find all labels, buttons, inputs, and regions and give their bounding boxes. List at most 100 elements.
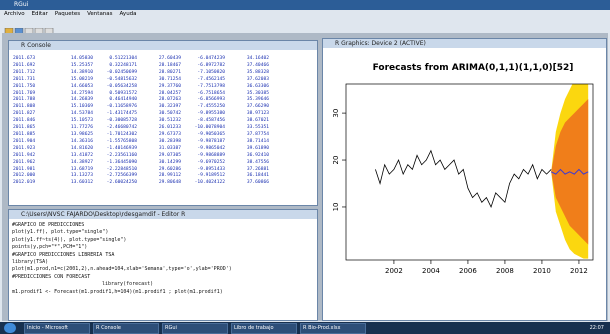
menu-item[interactable]: Paquetes — [55, 11, 80, 17]
console-cell: 14.05830 — [49, 56, 93, 63]
console-cell: 27.60439 — [137, 56, 181, 63]
window-title: C:\Users\NVSC FAJARDO\Desktop\rdesgamdif… — [9, 210, 317, 219]
console-cell: -2.46680742 — [93, 125, 137, 132]
console-cell: 14.38927 — [49, 160, 93, 167]
console-cell: 2011.673 — [13, 56, 49, 63]
console-cell: -9.6970252 — [181, 160, 225, 167]
console-cell: -10.0078904 — [181, 125, 225, 132]
code-line: plot(m1.prod,n1=c(2001,2),n.ahead=104,xl… — [12, 266, 317, 273]
console-cell: 2011.692 — [13, 63, 49, 70]
console-cell: 29.67373 — [137, 132, 181, 139]
code-line: m1.prodif1 <- Forecast(m1.prodif1,h=104)… — [12, 289, 317, 296]
title-bar: RGui — [0, 0, 610, 10]
y-tick-label: 30 — [332, 109, 340, 118]
taskbar-item[interactable]: Inicio - Microsoft — [24, 323, 90, 334]
x-tick-label: 2002 — [385, 267, 403, 275]
x-tick-label: 2012 — [570, 267, 588, 275]
code-line: library(forecast) — [12, 281, 317, 288]
graphics-window: R Graphics: Device 2 (ACTIVE) Forecasts … — [322, 38, 607, 321]
console-cell: 2011.962 — [13, 160, 49, 167]
console-cell: -1.36445090 — [93, 160, 137, 167]
code-line: #PREDICCIONES CON FORECAST — [12, 274, 317, 281]
console-cell: 26.01233 — [137, 125, 181, 132]
taskbar-item[interactable]: RGui — [162, 323, 228, 334]
console-cell: 2011.731 — [13, 77, 49, 84]
console-cell: 2012.019 — [13, 180, 49, 187]
console-cell: 39.61890 — [225, 146, 269, 153]
console-cell: -9.9868889 — [181, 153, 225, 160]
code-line: plot(y1.ff), plot.type="single") — [12, 229, 317, 236]
console-cell: 14.36316 — [49, 139, 93, 146]
console-cell: 14.38910 — [49, 70, 93, 77]
menu-bar: Archivo Editar Paquetes Ventanas Ayuda — [4, 11, 144, 17]
taskbar-item[interactable]: R Bio-Prod.xlsx — [300, 323, 366, 334]
plot-area — [375, 64, 588, 259]
console-cell: 29.80648 — [137, 180, 181, 187]
console-cell: 29.37760 — [137, 84, 181, 91]
console-cell: 37.62083 — [225, 77, 269, 84]
console-row: 2011.69215.253570.3224817128.18467-6.897… — [13, 63, 317, 70]
history-line — [375, 151, 551, 207]
menu-item[interactable]: Archivo — [4, 11, 25, 17]
code-line: #GRAFICO PREDICCIONES LIBRERIA TSA — [12, 252, 317, 259]
console-cell: 35.88328 — [225, 70, 269, 77]
console-cell: 15.08219 — [49, 77, 93, 84]
console-cell: 2011.885 — [13, 132, 49, 139]
console-cell: -7.1050820 — [181, 70, 225, 77]
console-cell: 13.41872 — [49, 153, 93, 160]
console-cell: 11.77276 — [49, 125, 93, 132]
console-cell: 37.60866 — [225, 180, 269, 187]
console-cell: 2011.942 — [13, 153, 49, 160]
x-tick-label: 2010 — [533, 267, 551, 275]
console-cell: 28.18467 — [137, 63, 181, 70]
console-cell: 14.66053 — [49, 84, 93, 91]
console-cell: 30.14299 — [137, 160, 181, 167]
clock: 22:07 — [590, 325, 604, 331]
console-cell: 31.03387 — [137, 146, 181, 153]
console-cell: 33.55351 — [225, 125, 269, 132]
console-cell: -2.60024250 — [93, 180, 137, 187]
console-cell: 34.16402 — [225, 56, 269, 63]
console-cell: 36.63306 — [225, 84, 269, 91]
console-cell: 37.87754 — [225, 132, 269, 139]
console-cell: 36.92410 — [225, 153, 269, 160]
console-cell: -2.23561160 — [93, 153, 137, 160]
console-cell: 2011.923 — [13, 146, 49, 153]
taskbar-item[interactable]: Libro de trabajo — [231, 323, 297, 334]
console-cell: 29.07305 — [137, 153, 181, 160]
toolbar — [4, 22, 84, 31]
menu-item[interactable]: Ayuda — [120, 11, 137, 17]
x-tick-label: 2006 — [459, 267, 477, 275]
console-cell: 15.25357 — [49, 63, 93, 70]
console-cell: -0.02450699 — [93, 70, 137, 77]
taskbar-item[interactable]: R Console — [93, 323, 159, 334]
console-cell: 30.28398 — [137, 139, 181, 146]
console-cell: -0.05634258 — [93, 84, 137, 91]
console-cell: 2011.865 — [13, 125, 49, 132]
code-line: library(TSA) — [12, 259, 317, 266]
start-button[interactable] — [4, 323, 16, 333]
console-row: 2012.01913.60312-2.6002425029.80648-10.4… — [13, 180, 317, 187]
console-cell: -9.9865042 — [181, 146, 225, 153]
console-cell: 13.60312 — [49, 180, 93, 187]
console-cell: 0.51221304 — [93, 56, 137, 63]
code-line: #GRAFICO DE PREDICCIONES — [12, 222, 317, 229]
window-title: R Graphics: Device 2 (ACTIVE) — [323, 39, 606, 48]
menu-item[interactable]: Ventanas — [87, 11, 112, 17]
console-cell: 0.32248171 — [93, 63, 137, 70]
console-cell: -1.55765808 — [93, 139, 137, 146]
chart-title: Forecasts from ARIMA(0,1,1)(1,1,0)[52] — [373, 63, 574, 73]
code-line: points(y,pch="*",PCH="1") — [12, 244, 317, 251]
rgui-window: RGui ArchivoEditarPaquetesVentanasAyuda … — [0, 0, 610, 322]
console-row: 2011.94213.41872-2.2356116029.07305-9.98… — [13, 153, 317, 160]
menu-item[interactable]: Editar — [32, 11, 48, 17]
console-cell: -7.4562145 — [181, 77, 225, 84]
